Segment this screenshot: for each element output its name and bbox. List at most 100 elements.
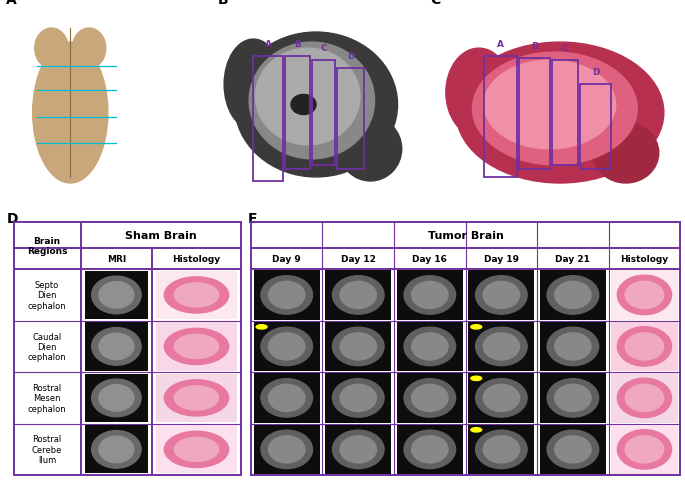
Ellipse shape <box>475 430 527 469</box>
Ellipse shape <box>340 282 377 309</box>
Ellipse shape <box>269 333 305 360</box>
Bar <box>85 271 148 319</box>
Ellipse shape <box>92 328 141 365</box>
Text: A: A <box>497 40 504 49</box>
Ellipse shape <box>555 384 591 411</box>
Ellipse shape <box>234 33 397 178</box>
Ellipse shape <box>164 277 229 313</box>
Ellipse shape <box>555 333 591 360</box>
Text: Day 16: Day 16 <box>412 255 447 263</box>
Bar <box>540 271 606 320</box>
Ellipse shape <box>175 386 219 410</box>
Ellipse shape <box>340 333 377 360</box>
Ellipse shape <box>547 276 599 315</box>
Bar <box>156 425 237 473</box>
Ellipse shape <box>99 436 134 463</box>
Bar <box>251 223 680 475</box>
Text: C: C <box>320 44 327 53</box>
Text: Caudal
Dien
cephalon: Caudal Dien cephalon <box>28 332 66 362</box>
Text: Sham Brain: Sham Brain <box>125 230 197 241</box>
Ellipse shape <box>412 436 448 463</box>
Bar <box>253 57 283 182</box>
Bar <box>469 425 534 474</box>
Ellipse shape <box>261 276 312 315</box>
Circle shape <box>471 325 482 329</box>
Ellipse shape <box>446 49 512 137</box>
Ellipse shape <box>625 436 664 463</box>
Text: Day 19: Day 19 <box>484 255 519 263</box>
Text: E: E <box>247 212 257 226</box>
Bar <box>612 322 677 371</box>
Ellipse shape <box>35 29 68 69</box>
Bar <box>540 322 606 371</box>
Ellipse shape <box>483 282 519 309</box>
Ellipse shape <box>617 378 671 418</box>
Text: B: B <box>294 40 301 49</box>
Ellipse shape <box>456 43 664 183</box>
Ellipse shape <box>175 438 219 461</box>
Ellipse shape <box>412 384 448 411</box>
Ellipse shape <box>625 333 664 360</box>
Text: D: D <box>347 52 354 61</box>
Ellipse shape <box>92 431 141 468</box>
Bar <box>253 271 320 320</box>
Bar <box>325 271 391 320</box>
Text: D: D <box>592 68 599 77</box>
Ellipse shape <box>269 436 305 463</box>
Ellipse shape <box>625 282 664 309</box>
Ellipse shape <box>164 380 229 416</box>
Bar <box>469 322 534 371</box>
Ellipse shape <box>99 282 134 309</box>
Text: C: C <box>562 44 569 53</box>
Text: B: Caudal Diencephalon: B: Caudal Diencephalon <box>119 89 189 94</box>
Text: Histology: Histology <box>173 255 221 263</box>
Circle shape <box>471 428 482 432</box>
Text: Day 21: Day 21 <box>556 255 590 263</box>
Ellipse shape <box>483 436 519 463</box>
Bar <box>397 271 463 320</box>
Ellipse shape <box>92 379 141 417</box>
Text: B: B <box>531 42 538 51</box>
Ellipse shape <box>555 282 591 309</box>
Bar <box>85 374 148 422</box>
Bar <box>519 59 550 169</box>
Text: Rostral
Mesen
cephalon: Rostral Mesen cephalon <box>28 383 66 413</box>
Ellipse shape <box>625 384 664 411</box>
Ellipse shape <box>269 282 305 309</box>
Bar <box>580 85 610 169</box>
Ellipse shape <box>256 49 360 146</box>
Ellipse shape <box>404 430 456 469</box>
Text: Tumor Brain: Tumor Brain <box>427 230 503 241</box>
Ellipse shape <box>99 385 134 411</box>
Text: A: A <box>264 40 271 49</box>
Circle shape <box>256 325 267 329</box>
Ellipse shape <box>261 430 312 469</box>
Bar <box>484 57 516 178</box>
Bar <box>285 57 310 169</box>
Text: Histology: Histology <box>621 255 669 263</box>
Ellipse shape <box>483 333 519 360</box>
Ellipse shape <box>175 283 219 307</box>
Bar <box>397 374 463 423</box>
Ellipse shape <box>404 328 456 366</box>
Ellipse shape <box>92 276 141 314</box>
Ellipse shape <box>33 43 108 183</box>
Ellipse shape <box>269 384 305 411</box>
Bar <box>253 322 320 371</box>
Ellipse shape <box>332 379 384 417</box>
Ellipse shape <box>332 430 384 469</box>
Ellipse shape <box>475 379 527 417</box>
Bar <box>325 374 391 423</box>
Bar <box>325 322 391 371</box>
Ellipse shape <box>593 123 659 183</box>
Ellipse shape <box>475 328 527 366</box>
Ellipse shape <box>412 282 448 309</box>
Ellipse shape <box>164 431 229 468</box>
Bar <box>156 323 237 371</box>
Ellipse shape <box>404 379 456 417</box>
Text: D: Rostral Cerebellum: D: Rostral Cerebellum <box>119 141 183 146</box>
Bar <box>253 374 320 423</box>
Bar <box>325 425 391 474</box>
Ellipse shape <box>261 379 312 417</box>
Ellipse shape <box>412 333 448 360</box>
